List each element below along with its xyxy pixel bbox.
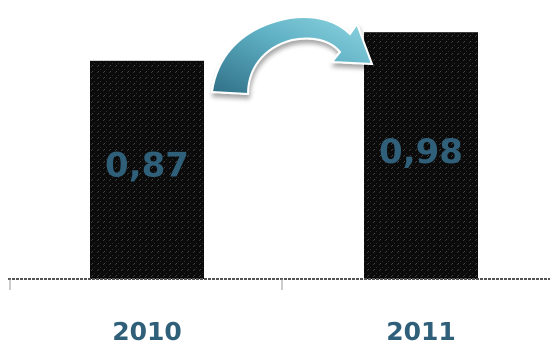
x-tick-label-2011: 2011 xyxy=(386,317,456,346)
bar-2011 xyxy=(364,32,478,280)
growth-arrow-icon xyxy=(210,16,374,96)
data-label-2010: 0,87 xyxy=(105,145,189,185)
bar-2010 xyxy=(90,60,204,279)
value-labels-group: 0,87 0,98 xyxy=(105,132,463,185)
x-tick-label-2010: 2010 xyxy=(112,317,182,346)
bars-group xyxy=(90,32,478,280)
category-labels-group: 2010 2011 xyxy=(112,317,456,346)
data-label-2011: 0,98 xyxy=(379,132,463,172)
